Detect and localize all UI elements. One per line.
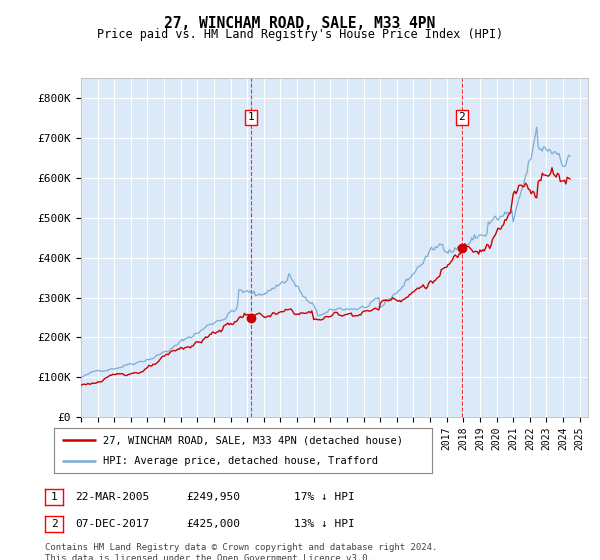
Text: 13% ↓ HPI: 13% ↓ HPI <box>294 519 355 529</box>
Text: 17% ↓ HPI: 17% ↓ HPI <box>294 492 355 502</box>
Text: £425,000: £425,000 <box>186 519 240 529</box>
Text: Price paid vs. HM Land Registry's House Price Index (HPI): Price paid vs. HM Land Registry's House … <box>97 28 503 41</box>
Text: 27, WINCHAM ROAD, SALE, M33 4PN (detached house): 27, WINCHAM ROAD, SALE, M33 4PN (detache… <box>103 436 403 446</box>
Text: 1: 1 <box>248 113 254 123</box>
Text: £249,950: £249,950 <box>186 492 240 502</box>
Text: 22-MAR-2005: 22-MAR-2005 <box>75 492 149 502</box>
Text: 2: 2 <box>50 519 58 529</box>
Text: Contains HM Land Registry data © Crown copyright and database right 2024.
This d: Contains HM Land Registry data © Crown c… <box>45 543 437 560</box>
Text: 27, WINCHAM ROAD, SALE, M33 4PN: 27, WINCHAM ROAD, SALE, M33 4PN <box>164 16 436 31</box>
Text: 07-DEC-2017: 07-DEC-2017 <box>75 519 149 529</box>
Text: 2: 2 <box>458 113 466 123</box>
Text: 1: 1 <box>50 492 58 502</box>
Text: HPI: Average price, detached house, Trafford: HPI: Average price, detached house, Traf… <box>103 456 378 466</box>
